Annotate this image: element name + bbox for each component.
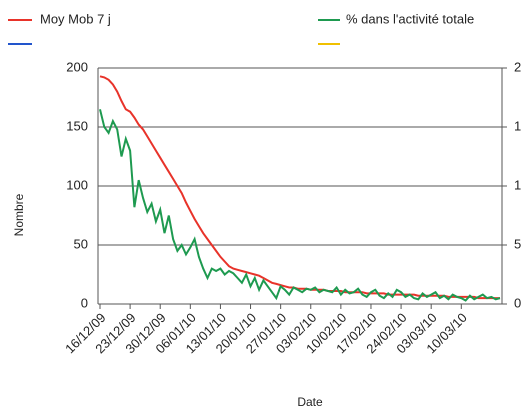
y2-tick-label: 0 <box>514 295 521 310</box>
y-axis-title: Nombre <box>12 193 26 236</box>
y2-tick-label: 1 <box>514 118 521 133</box>
y2-tick-label: 2 <box>514 59 521 74</box>
legend-label: Moy Mob 7 j <box>40 11 111 26</box>
y-tick-label: 200 <box>66 59 88 74</box>
series-line <box>99 75 500 300</box>
y-tick-label: 0 <box>81 295 88 310</box>
x-axis-title: Date <box>297 395 323 409</box>
y-tick-label: 100 <box>66 177 88 192</box>
y2-tick-label: 5 <box>514 236 521 251</box>
series-line <box>99 109 501 302</box>
y2-tick-label: 1 <box>514 177 521 192</box>
y-tick-label: 50 <box>74 236 88 251</box>
legend-label: % dans l'activité totale <box>346 11 474 26</box>
y-tick-label: 150 <box>66 118 88 133</box>
